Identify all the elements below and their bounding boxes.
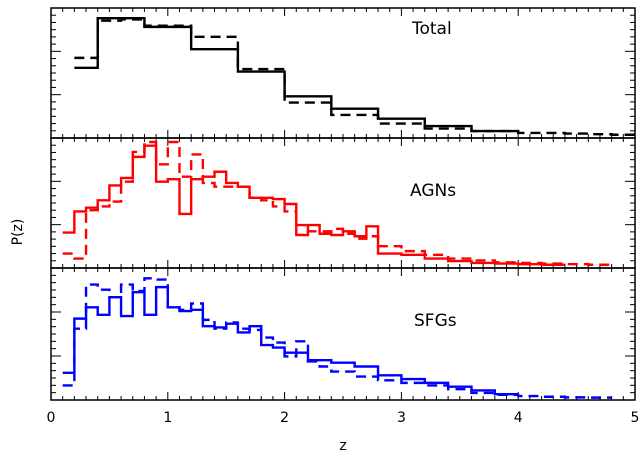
panel-label-2: SFGs <box>414 311 457 331</box>
panel-frame-0 <box>50 7 636 139</box>
series-0-1-dashed <box>74 18 635 136</box>
x-tick-label-3: 3 <box>397 410 406 426</box>
panel-frame-2 <box>50 267 636 401</box>
series-1-1-dashed <box>62 140 612 266</box>
x-tick-label-0: 0 <box>47 410 56 426</box>
panel-2: SFGs <box>50 267 636 401</box>
x-tick-label-1: 1 <box>163 410 172 426</box>
x-tick-label-4: 4 <box>514 410 523 426</box>
series-1-0-solid <box>62 144 565 266</box>
panel-1: AGNs <box>50 137 636 269</box>
series-2-1-dashed <box>62 277 612 399</box>
panel-label-0: Total <box>411 19 452 39</box>
x-tick-label-5: 5 <box>631 410 640 426</box>
panel-0: Total <box>50 7 636 139</box>
plot-layer: Total AGNs SFGs 0 1 2 3 4 5 <box>47 7 640 426</box>
x-axis-label: z <box>339 438 346 454</box>
series-2-0-solid <box>62 285 519 396</box>
y-axis-label: P(z) <box>10 219 26 246</box>
panel-label-1: AGNs <box>410 181 456 201</box>
x-tick-label-2: 2 <box>280 410 289 426</box>
